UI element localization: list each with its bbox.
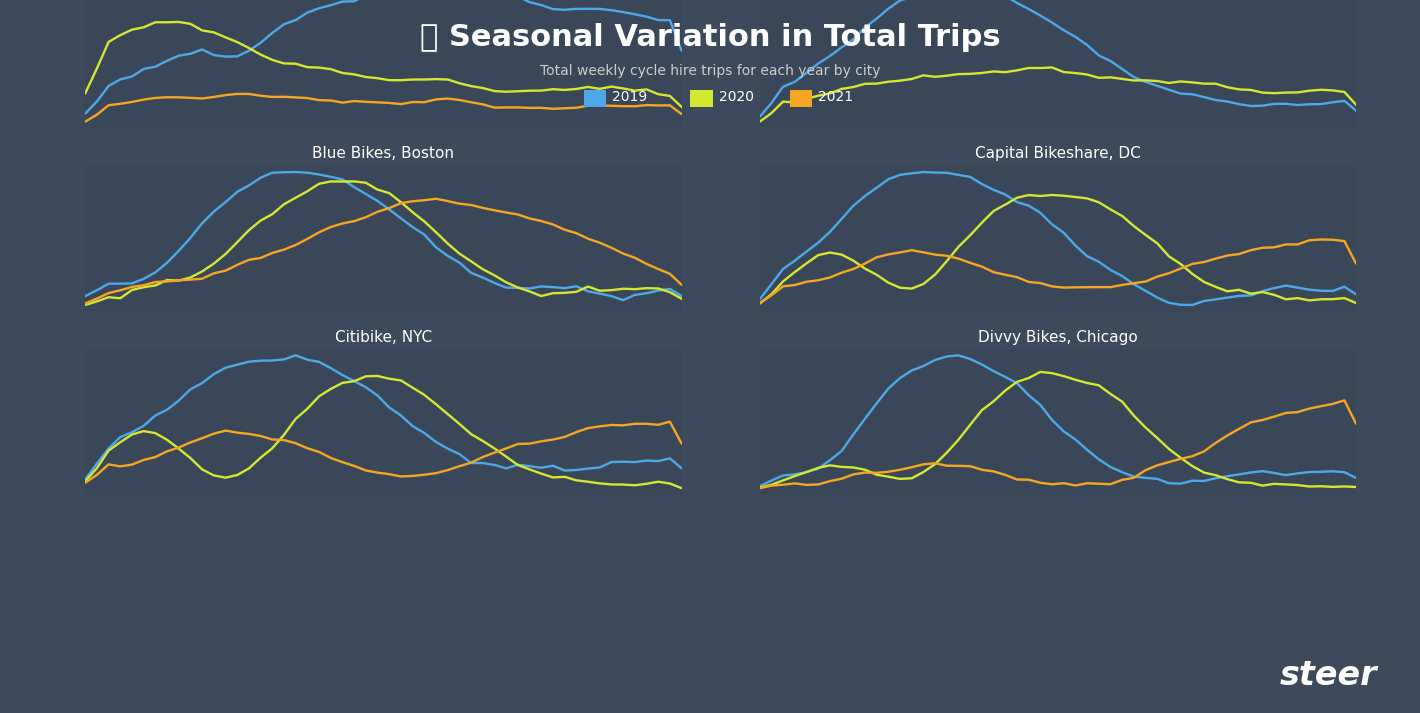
- Title: Divvy Bikes, Chicago: Divvy Bikes, Chicago: [978, 329, 1137, 344]
- Text: 2019: 2019: [612, 90, 648, 104]
- Text: 🚲 Seasonal Variation in Total Trips: 🚲 Seasonal Variation in Total Trips: [420, 23, 1000, 52]
- Title: Capital Bikeshare, DC: Capital Bikeshare, DC: [976, 146, 1140, 161]
- Title: Blue Bikes, Boston: Blue Bikes, Boston: [312, 146, 454, 161]
- Text: steer: steer: [1279, 659, 1377, 692]
- Text: 2020: 2020: [719, 90, 754, 104]
- Title: Citibike, NYC: Citibike, NYC: [335, 329, 432, 344]
- Text: 2021: 2021: [818, 90, 853, 104]
- Text: Total weekly cycle hire trips for each year by city: Total weekly cycle hire trips for each y…: [540, 64, 880, 78]
